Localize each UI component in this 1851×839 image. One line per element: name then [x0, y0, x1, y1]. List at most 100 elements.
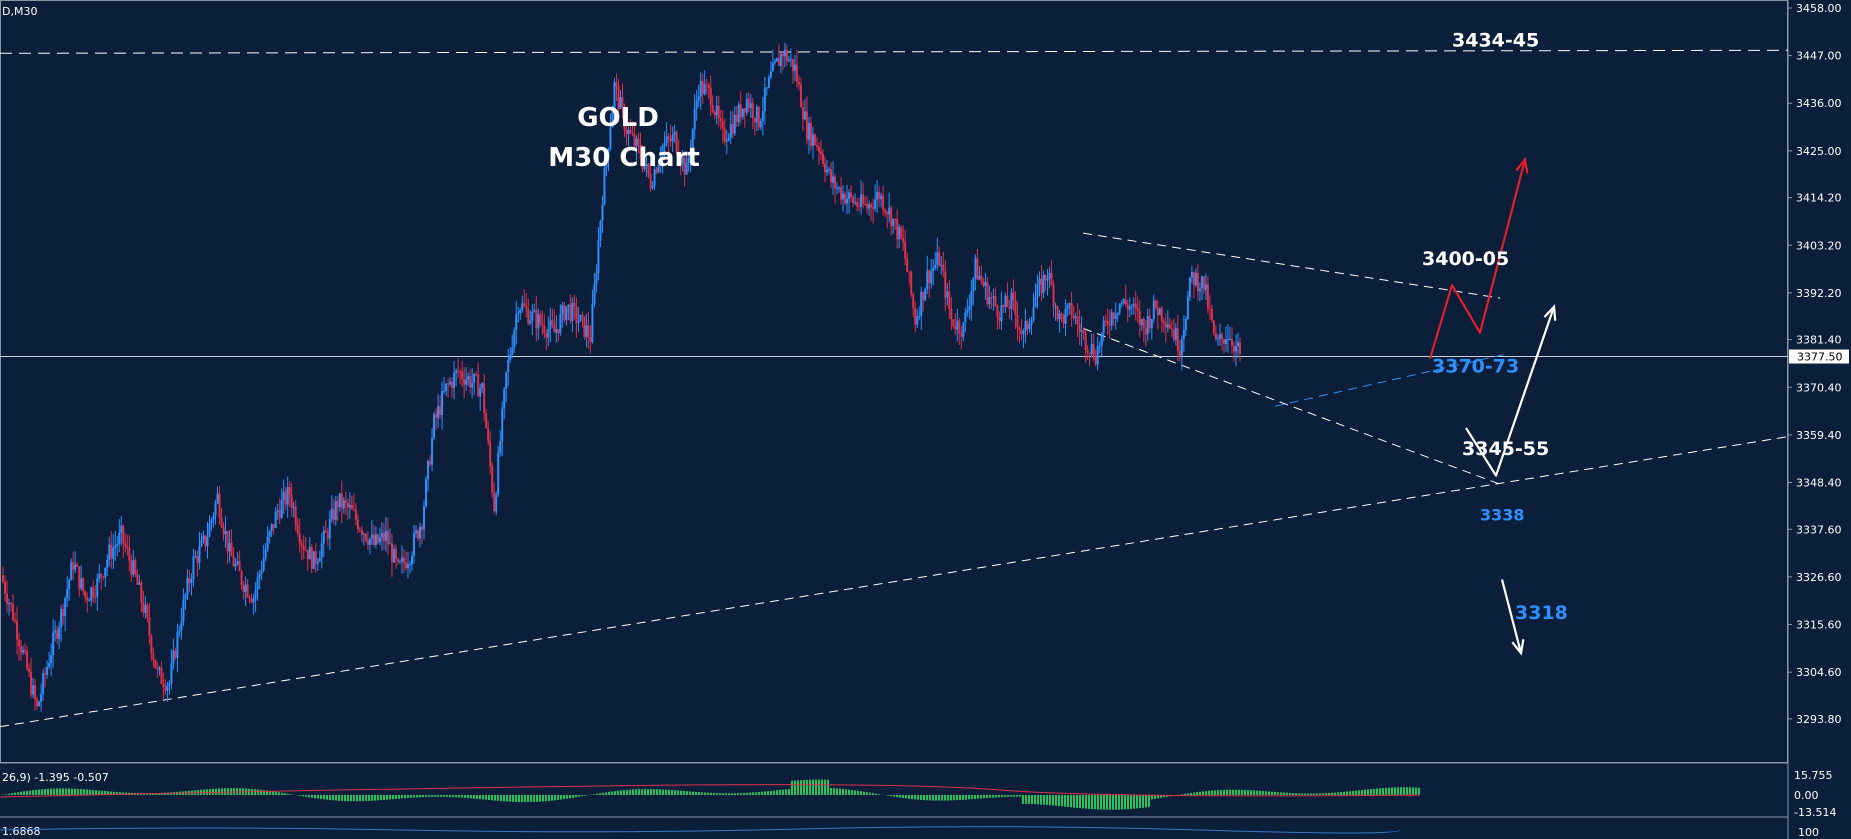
candle-body: [362, 533, 365, 535]
price-tick-label: 3425.00: [1796, 145, 1842, 158]
candle-body: [1004, 295, 1007, 307]
macd-bar: [989, 795, 991, 798]
macd-bar: [536, 795, 538, 802]
macd-bar: [872, 793, 874, 795]
candle-body: [98, 574, 101, 579]
candle-body: [1030, 320, 1033, 325]
macd-bar: [1004, 795, 1006, 797]
macd-bar: [305, 795, 307, 797]
macd-bar: [785, 789, 787, 795]
macd-bar: [419, 795, 421, 798]
candle-body: [683, 157, 686, 175]
macd-bar: [413, 795, 415, 798]
macd-bar: [509, 795, 511, 802]
macd-bar: [788, 789, 790, 795]
candle-body: [376, 534, 379, 543]
candle-body: [471, 382, 474, 388]
candle-body: [374, 534, 377, 545]
macd-bar: [986, 795, 988, 799]
candle-body: [258, 573, 261, 578]
macd-bar: [95, 790, 97, 795]
macd-bar: [827, 779, 829, 795]
candle-body: [920, 291, 923, 316]
candle-body: [485, 413, 488, 429]
candle-body: [455, 370, 458, 373]
candle-body: [577, 321, 580, 323]
candle-body: [72, 562, 75, 570]
candle-body: [192, 556, 195, 579]
macd-bar: [491, 795, 493, 801]
candle-body: [491, 465, 494, 493]
macd-bar: [362, 795, 364, 802]
candle-body: [1112, 312, 1115, 320]
candle-body: [1180, 339, 1183, 356]
candle-body: [888, 207, 891, 215]
bullish-red-arrow-head: [1515, 156, 1529, 174]
macd-bar: [605, 792, 607, 795]
macd-bar: [35, 789, 37, 795]
candle-body: [960, 333, 963, 337]
candle-body: [34, 685, 37, 700]
macd-bar: [1274, 791, 1276, 795]
bearish-white-arrow: [1500, 579, 1523, 654]
candle-body: [154, 659, 157, 669]
macd-bar: [1007, 795, 1009, 797]
candle-body: [1088, 352, 1091, 354]
macd-bar: [350, 795, 352, 802]
macd-bar: [14, 792, 16, 795]
candle-body: [388, 543, 391, 545]
macd-bar: [581, 795, 583, 797]
candle-body: [725, 140, 728, 142]
candle-body: [994, 296, 997, 306]
candle-body: [912, 294, 915, 308]
candle-body: [42, 673, 45, 694]
candle-body: [982, 280, 985, 287]
chart-title-line1: GOLD: [577, 103, 659, 133]
macd-bar: [908, 795, 910, 799]
macd-bar: [1355, 790, 1357, 795]
macd-bar: [932, 795, 934, 801]
candle-body: [467, 376, 470, 380]
candle-body: [469, 376, 472, 388]
candle-body: [753, 118, 756, 123]
candle-body: [723, 128, 726, 142]
candle-body: [114, 545, 117, 548]
macd-bar: [479, 795, 481, 800]
candle-body: [830, 168, 833, 183]
candle-body: [1064, 309, 1067, 324]
price-tick-label: 3392.20: [1796, 287, 1842, 300]
macd-bar: [1283, 792, 1285, 795]
candle-body: [340, 493, 343, 509]
candle-body: [116, 543, 119, 546]
candle-body: [689, 150, 692, 159]
macd-bar: [869, 792, 871, 795]
macd-bar: [1388, 787, 1390, 795]
macd-bar: [632, 789, 634, 795]
candle-body: [521, 303, 524, 310]
candle-body: [974, 258, 977, 279]
candle-body: [509, 354, 512, 360]
macd-bar: [353, 795, 355, 802]
macd-bar: [1211, 790, 1213, 795]
candle-body: [1050, 272, 1053, 286]
macd-bar: [845, 789, 847, 795]
candle-body: [685, 163, 688, 175]
macd-bar: [1148, 795, 1150, 807]
candle-body: [294, 506, 297, 526]
macd-bar: [1310, 793, 1312, 795]
candle-body: [785, 49, 788, 62]
candle-body: [611, 108, 614, 128]
candle-body: [834, 176, 837, 189]
candle-body: [429, 461, 432, 465]
candle-body: [1062, 315, 1065, 324]
macd-bar: [983, 795, 985, 799]
candle-body: [924, 288, 927, 301]
candle-body: [1056, 306, 1059, 320]
candle-body: [390, 543, 393, 563]
macd-bar: [1247, 790, 1249, 795]
candle-body: [874, 199, 877, 209]
macd-bar: [29, 790, 31, 795]
candle-body: [733, 114, 736, 134]
price-tick-label: 3436.00: [1796, 97, 1842, 110]
macd-bar: [803, 779, 805, 795]
